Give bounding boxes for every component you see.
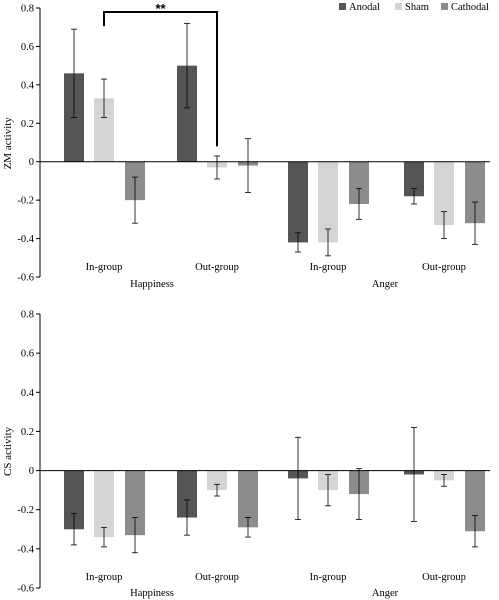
y-tick-label: 0.4 xyxy=(21,388,35,399)
y-tick-label: 0.8 xyxy=(21,310,34,321)
y-tick-label: -0.2 xyxy=(17,505,34,516)
bar-sham-3 xyxy=(318,161,338,243)
bar-anodal-2 xyxy=(177,65,197,162)
y-tick-label: 0.4 xyxy=(21,80,35,91)
bar-cathodal-4 xyxy=(465,470,485,532)
x-category-label: In-group xyxy=(86,262,123,273)
bar-cathodal-1 xyxy=(125,470,145,536)
y-tick-label: -0.4 xyxy=(17,544,34,555)
y-tick-label: 0.6 xyxy=(21,42,34,53)
y-tick-label: -0.6 xyxy=(17,273,34,284)
legend-label-anodal: Anodal xyxy=(349,2,380,13)
x-category-label: Out-group xyxy=(195,262,239,273)
legend-swatch-cathodal xyxy=(441,3,448,10)
bar-anodal-1 xyxy=(64,470,84,530)
y-tick-label: 0 xyxy=(29,157,34,168)
bar-cathodal-2 xyxy=(238,470,258,528)
bar-sham-2 xyxy=(207,470,227,491)
y-axis-title: CS activity xyxy=(2,426,14,476)
bar-cathodal-4 xyxy=(465,161,485,224)
x-category-label: In-group xyxy=(86,572,123,583)
y-tick-label: -0.2 xyxy=(17,196,34,207)
bar-sham-1 xyxy=(94,470,114,538)
significance-marker: ** xyxy=(155,1,166,16)
legend-label-sham: Sham xyxy=(405,2,429,13)
legend-swatch-anodal xyxy=(339,3,346,10)
x-group-label: Anger xyxy=(372,588,399,599)
bar-anodal-4 xyxy=(404,161,424,197)
x-category-label: Out-group xyxy=(422,572,466,583)
bar-anodal-2 xyxy=(177,470,197,518)
zm-activity-panel: 0.8 0.6 0.4 0.2 0 -0.2 -0.4 -0.6 ZM activity In-g… xyxy=(2,1,490,290)
y-tick-label: 0.2 xyxy=(21,427,34,438)
y-axis-title: ZM activity xyxy=(2,117,14,170)
y-tick-label: 0.2 xyxy=(21,119,34,130)
bar-anodal-3 xyxy=(288,161,308,243)
bar-sham-1 xyxy=(94,98,114,162)
x-group-label: Happiness xyxy=(130,279,174,290)
legend-swatch-sham xyxy=(395,3,402,10)
y-tick-label: 0.6 xyxy=(21,349,34,360)
y-tick-label: -0.4 xyxy=(17,234,34,245)
x-category-label: Out-group xyxy=(195,572,239,583)
y-tick-label: 0 xyxy=(29,466,34,477)
x-category-label: Out-group xyxy=(422,262,466,273)
x-category-label: In-group xyxy=(310,262,347,273)
y-tick-label: -0.6 xyxy=(17,584,34,595)
cs-activity-panel: 0.8 0.6 0.4 0.2 0 -0.2 -0.4 -0.6 CS activity In-g… xyxy=(2,310,490,599)
x-group-label: Anger xyxy=(372,279,399,290)
y-tick-label: 0.8 xyxy=(21,4,34,15)
x-category-label: In-group xyxy=(310,572,347,583)
legend-label-cathodal: Cathodal xyxy=(451,2,489,13)
x-group-label: Happiness xyxy=(130,588,174,599)
significance-bracket xyxy=(103,11,218,147)
bar-cathodal-3 xyxy=(349,161,369,204)
bar-sham-4 xyxy=(434,161,454,226)
